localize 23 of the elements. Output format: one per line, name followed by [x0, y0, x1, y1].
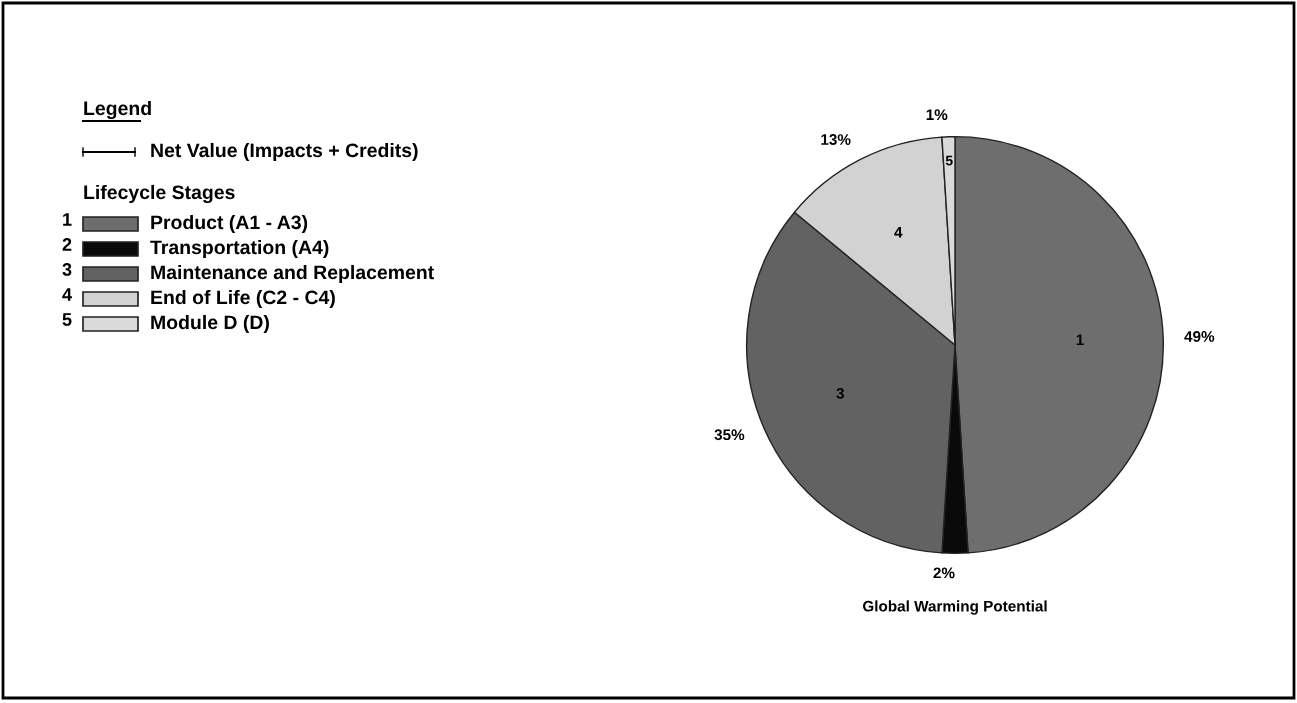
legend-label: Maintenance and Replacement: [151, 264, 434, 284]
text: Net Value (Impacts + Credits): [151, 142, 418, 162]
legend-label: Module D (D): [151, 314, 269, 334]
legend-label: Product (A1 - A3): [151, 214, 308, 234]
legend-label: Transportation (A4): [150, 239, 329, 259]
text: 1: [63, 213, 72, 226]
text: Global Warming Potential: [862, 600, 1047, 615]
text: 4: [62, 288, 72, 301]
text: 3: [62, 263, 72, 276]
text: 1: [1076, 334, 1084, 346]
text: 5: [62, 313, 72, 326]
text: Legend: [84, 100, 151, 120]
data-label: 35%: [714, 429, 745, 441]
data-label: 13%: [821, 134, 851, 145]
text: 5: [945, 155, 953, 166]
data-label: 49%: [1184, 331, 1215, 342]
legend-title: Lifecycle Stages: [84, 184, 235, 204]
text: 3: [836, 387, 844, 399]
data-label: 2%: [933, 567, 955, 579]
text: 2: [62, 238, 72, 251]
legend-label: End of Life (C2 - C4): [151, 289, 335, 309]
text: 4: [894, 227, 903, 238]
data-label: 1%: [926, 109, 948, 121]
